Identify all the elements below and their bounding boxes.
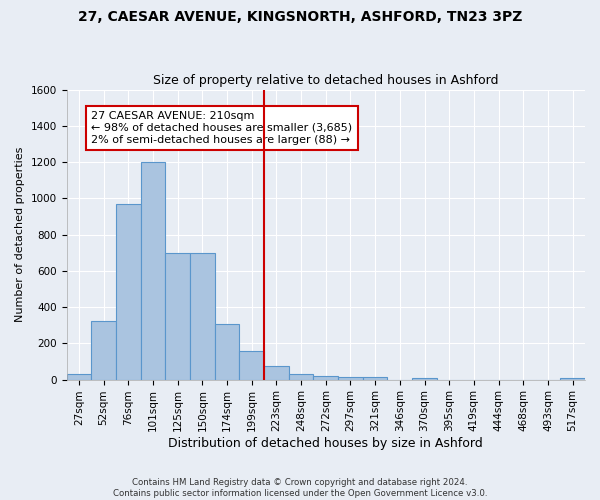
Bar bbox=[91, 320, 116, 380]
X-axis label: Distribution of detached houses by size in Ashford: Distribution of detached houses by size … bbox=[169, 437, 483, 450]
Bar bbox=[116, 204, 140, 380]
Bar bbox=[289, 374, 313, 380]
Bar bbox=[313, 376, 338, 380]
Bar bbox=[140, 162, 165, 380]
Bar bbox=[67, 374, 91, 380]
Bar bbox=[215, 324, 239, 380]
Bar bbox=[165, 252, 190, 380]
Bar bbox=[412, 378, 437, 380]
Text: 27 CAESAR AVENUE: 210sqm
← 98% of detached houses are smaller (3,685)
2% of semi: 27 CAESAR AVENUE: 210sqm ← 98% of detach… bbox=[91, 112, 352, 144]
Bar bbox=[338, 377, 363, 380]
Bar bbox=[363, 377, 388, 380]
Bar bbox=[190, 252, 215, 380]
Bar bbox=[264, 366, 289, 380]
Bar bbox=[239, 352, 264, 380]
Title: Size of property relative to detached houses in Ashford: Size of property relative to detached ho… bbox=[153, 74, 499, 87]
Text: Contains HM Land Registry data © Crown copyright and database right 2024.
Contai: Contains HM Land Registry data © Crown c… bbox=[113, 478, 487, 498]
Y-axis label: Number of detached properties: Number of detached properties bbox=[15, 147, 25, 322]
Text: 27, CAESAR AVENUE, KINGSNORTH, ASHFORD, TN23 3PZ: 27, CAESAR AVENUE, KINGSNORTH, ASHFORD, … bbox=[78, 10, 522, 24]
Bar bbox=[560, 378, 585, 380]
